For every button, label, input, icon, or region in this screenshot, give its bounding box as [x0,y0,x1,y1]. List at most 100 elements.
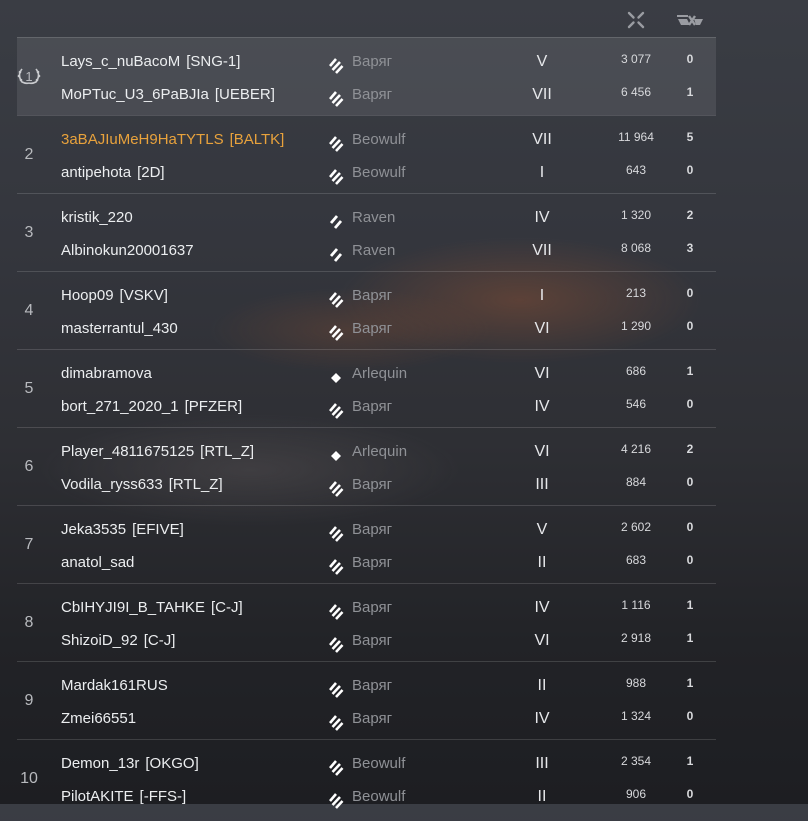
damage-value: 11 964 [618,130,654,144]
battleship-class-icon [328,710,344,731]
ship-destroyed-icon [676,10,704,30]
damage-value: 546 [625,397,647,411]
destroyer-class-icon [328,365,344,383]
battleship-class-icon [328,476,344,497]
player-row[interactable]: MoPTuc_U3_6PaBJIa [UEBER] Варяг VII 6 456… [17,78,716,111]
battleship-class-icon [328,677,344,698]
player-name: MoPTuc_U3_6PaBJIa [UEBER] [61,86,275,103]
player-row[interactable]: 3aBAJIuMeH9HaTYTLS [BALTK] Beowulf VII 11… [17,123,716,156]
player-row[interactable]: bort_271_2020_1 [PFZER] Варяг IV 546 0 [17,390,716,423]
rank: 7 [24,536,34,553]
damage-value: 6 456 [620,85,652,99]
damage-value: 1 324 [620,709,652,723]
ship-name: Варяг [352,710,393,727]
ship-name: Варяг [352,476,393,493]
player-row[interactable]: Player_4811675125 [RTL_Z] Arlequin VI 4 2… [17,435,716,468]
battleship-class-icon [328,599,344,620]
kills-value: 1 [686,598,694,612]
ship-tier: II [537,677,547,694]
kills-value: 0 [686,787,694,801]
player-name: Mardak161RUS [61,677,168,694]
player-row[interactable]: masterrantul_430 Варяг VI 1 290 0 [17,312,716,345]
clan-tag: [SNG-1] [186,53,241,70]
kills-value: 2 [686,208,694,222]
ship-name: Arlequin [352,365,408,382]
clan-tag: [2D] [137,164,165,181]
ship-tier: VI [534,365,550,382]
ship-tier: VII [532,131,552,148]
ship-name: Beowulf [352,788,406,805]
rank: 9 [24,692,34,709]
damage-value: 643 [625,163,647,177]
damage-value: 1 320 [620,208,652,222]
rank: 10 [20,770,38,787]
player-name: Jeka3535 [EFIVE] [61,521,184,538]
kills-value: 2 [686,442,694,456]
ship-tier: V [536,53,548,70]
ship-name: Raven [352,209,396,226]
damage-value: 3 077 [620,52,652,66]
player-row[interactable]: dimabramova Arlequin VI 686 1 [17,357,716,390]
rank: 3 [24,224,34,241]
ship-name: Варяг [352,599,393,616]
player-row[interactable]: kristik_220 Raven IV 1 320 2 [17,201,716,234]
damage-value: 4 216 [620,442,652,456]
kills-value: 1 [686,676,694,690]
rank: 4 [24,302,34,319]
ship-tier: VI [534,632,550,649]
rank: 1 [25,69,33,84]
battleship-class-icon [328,755,344,776]
kills-value: 1 [686,754,694,768]
player-row[interactable]: anatol_sad Варяг II 683 0 [17,546,716,579]
player-row[interactable]: Lays_c_nuBacoM [SNG-1] Варяг V 3 077 0 [17,45,716,78]
clan-tag: [-FFS-] [139,788,187,805]
player-row[interactable]: CbIHYJI9I_B_TAHKE [C-J] Варяг IV 1 116 1 [17,591,716,624]
player-row[interactable]: Jeka3535 [EFIVE] Варяг V 2 602 0 [17,513,716,546]
player-row[interactable]: antipehota [2D] Beowulf I 643 0 [17,156,716,189]
player-row[interactable]: Zmei66551 Варяг IV 1 324 0 [17,702,716,735]
kills-value: 0 [686,52,694,66]
damage-value: 1 116 [621,598,651,612]
rank: 2 [24,146,34,163]
battleship-class-icon [328,86,344,107]
ship-tier: IV [534,599,550,616]
kills-value: 1 [686,631,694,645]
ship-tier: II [537,554,547,571]
ship-name: Варяг [352,677,393,694]
ship-name: Arlequin [352,443,408,460]
damage-value: 988 [625,676,647,690]
player-row[interactable]: Hoop09 [VSKV] Варяг I 213 0 [17,279,716,312]
player-name: CbIHYJI9I_B_TAHKE [C-J] [61,599,243,616]
player-name: dimabramova [61,365,152,382]
player-name: PilotAKITE [-FFS-] [61,788,187,805]
damage-value: 2 354 [620,754,652,768]
cruiser-class-icon [328,209,344,229]
ship-tier: VI [534,443,550,460]
battleship-class-icon [328,632,344,653]
ship-name: Beowulf [352,164,406,181]
player-row[interactable]: Mardak161RUS Варяг II 988 1 [17,669,716,702]
damage-value: 8 068 [620,241,652,255]
ship-name: Варяг [352,398,393,415]
player-row[interactable]: Albinokun20001637 Raven VII 8 068 3 [17,234,716,267]
player-row[interactable]: PilotAKITE [-FFS-] Beowulf II 906 0 [17,780,716,813]
damage-value: 2 602 [620,520,652,534]
kills-value: 0 [686,397,694,411]
player-name: Zmei66551 [61,710,137,727]
player-row[interactable]: Demon_13r [OKGO] Beowulf III 2 354 1 [17,747,716,780]
battleship-class-icon [328,788,344,809]
team-group: 1 Lays_c_nuBacoM [SNG-1] Варяг V 3 077 0 … [17,37,716,115]
ship-tier: VI [534,320,550,337]
team-group: 2 3aBAJIuMeH9HaTYTLS [BALTK] Beowulf VII … [17,115,716,193]
team-group: 8 CbIHYJI9I_B_TAHKE [C-J] Варяг IV 1 116 … [17,583,716,661]
player-row[interactable]: ShizoiD_92 [C-J] Варяг VI 2 918 1 [17,624,716,657]
player-name: 3aBAJIuMeH9HaTYTLS [BALTK] [61,131,285,148]
ship-tier: VII [532,86,552,103]
ship-name: Варяг [352,554,393,571]
player-name: anatol_sad [61,554,135,571]
clan-tag: [BALTK] [229,131,285,148]
ship-name: Raven [352,242,396,259]
kills-value: 0 [686,520,694,534]
clan-tag: [UEBER] [214,86,275,103]
player-row[interactable]: Vodila_ryss633 [RTL_Z] Варяг III 884 0 [17,468,716,501]
